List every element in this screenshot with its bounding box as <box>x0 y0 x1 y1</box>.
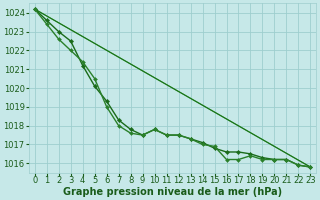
X-axis label: Graphe pression niveau de la mer (hPa): Graphe pression niveau de la mer (hPa) <box>63 187 282 197</box>
